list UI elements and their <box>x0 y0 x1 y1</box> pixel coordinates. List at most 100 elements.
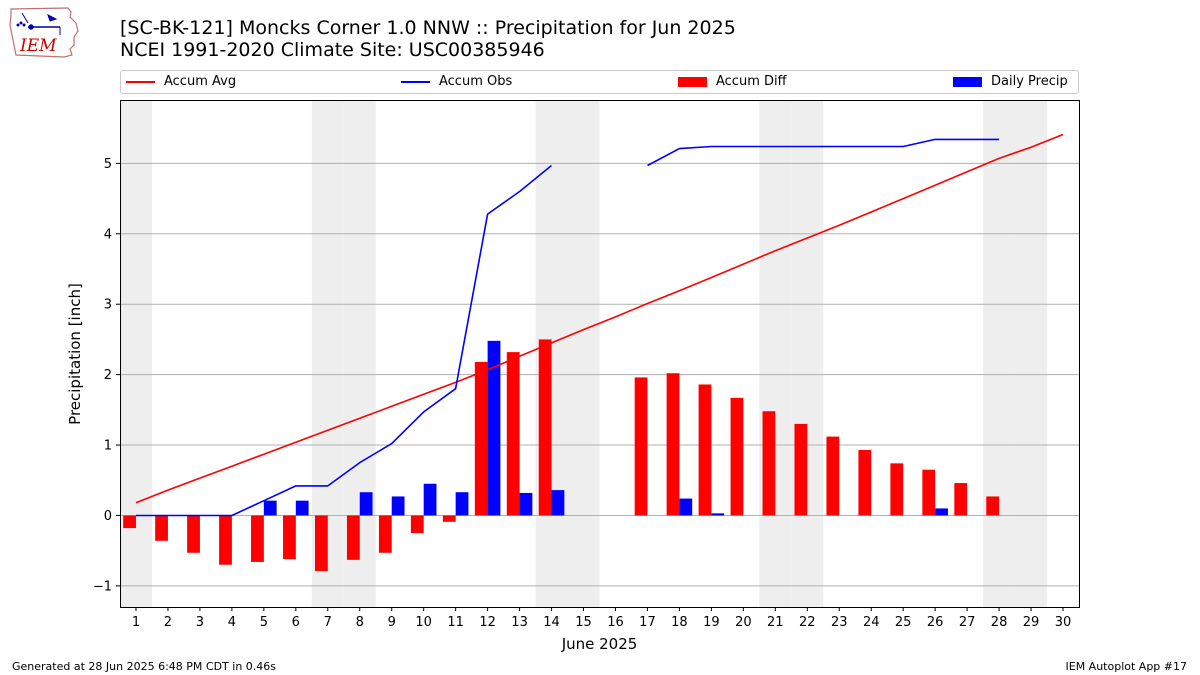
x-tick-label: 30 <box>1055 615 1072 630</box>
x-axis-label: June 2025 <box>561 635 638 653</box>
logo-text: IEM <box>19 36 57 56</box>
x-tick-label: 29 <box>1023 615 1040 630</box>
accum-diff-bar <box>634 377 648 516</box>
legend-label: Accum Obs <box>439 74 513 89</box>
accum-diff-bar <box>698 384 712 516</box>
daily-precip-bar <box>455 492 469 516</box>
accum-diff-bar <box>283 515 296 560</box>
accum-diff-bar <box>826 436 840 516</box>
accum-diff-bar <box>410 515 424 534</box>
x-tick-label: 22 <box>799 615 816 630</box>
accum-diff-bar <box>954 483 968 516</box>
x-tick-label: 20 <box>735 615 752 630</box>
weekend-shade <box>759 100 792 607</box>
daily-precip-bar <box>359 492 373 516</box>
legend-swatch-accum-obs <box>401 80 430 83</box>
x-tick-label: 25 <box>895 615 912 630</box>
weekend-shade <box>1015 100 1048 607</box>
accum-diff-bar <box>922 469 936 516</box>
daily-precip-bar <box>263 500 277 516</box>
legend-item-daily-precip: Daily Precip <box>953 74 1068 89</box>
accum-obs-line <box>136 164 553 517</box>
x-tick-label: 23 <box>831 615 848 630</box>
legend-label: Accum Diff <box>716 74 787 89</box>
accum-diff-bar <box>890 463 904 516</box>
x-tick-label: 2 <box>164 615 172 630</box>
accum-diff-bar <box>219 515 232 565</box>
legend-label: Accum Avg <box>164 74 237 89</box>
accum-diff-bar <box>123 515 136 529</box>
daily-precip-bar <box>487 340 501 516</box>
iowa-map-outline-icon <box>9 7 79 58</box>
y-axis-label: Precipitation [inch] <box>66 283 84 425</box>
x-tick-label: 3 <box>196 615 204 630</box>
x-tick-label: 26 <box>927 615 944 630</box>
y-tick-label: 1 <box>104 439 112 454</box>
x-tick-label: 8 <box>356 615 364 630</box>
iem-logo: IEM <box>9 7 79 58</box>
accum-diff-bar <box>187 515 200 553</box>
legend-item-accum-obs: Accum Obs <box>401 74 512 89</box>
accum-diff-bar <box>730 397 744 516</box>
accum-avg-line <box>135 133 1064 504</box>
weekend-shade <box>791 100 824 607</box>
x-tick-label: 13 <box>511 615 528 630</box>
legend-swatch-daily-precip <box>953 76 982 87</box>
daily-precip-bar <box>551 490 565 516</box>
app-credit: IEM Autoplot App #17 <box>1065 660 1188 673</box>
accum-diff-bar <box>314 515 328 572</box>
daily-precip-bar <box>711 513 725 516</box>
generated-timestamp: Generated at 28 Jun 2025 6:48 PM CDT in … <box>12 660 277 673</box>
x-tick-label: 28 <box>991 615 1008 630</box>
chart-legend: Accum Avg Accum Obs Accum Diff Daily Pre… <box>120 70 1079 94</box>
accum-diff-bar <box>986 496 1000 516</box>
accum-diff-bar <box>474 361 488 516</box>
legend-item-accum-avg: Accum Avg <box>126 74 236 89</box>
accum-diff-bar <box>251 515 264 562</box>
x-tick-label: 16 <box>607 615 624 630</box>
weekend-shade <box>120 100 152 607</box>
x-tick-label: 19 <box>703 615 720 630</box>
daily-precip-bar <box>423 483 437 516</box>
chart-subtitle: NCEI 1991-2020 Climate Site: USC00385946 <box>120 39 545 61</box>
x-tick-label: 11 <box>447 615 464 630</box>
y-tick-label: 3 <box>104 298 112 313</box>
accum-diff-bar <box>155 515 168 541</box>
x-tick-label: 14 <box>543 615 560 630</box>
x-tick-label: 21 <box>767 615 784 630</box>
legend-swatch-accum-avg <box>126 80 155 83</box>
x-tick-label: 17 <box>639 615 656 630</box>
x-tick-label: 10 <box>415 615 432 630</box>
x-tick-label: 27 <box>959 615 976 630</box>
legend-label: Daily Precip <box>991 74 1068 89</box>
y-tick-label: 0 <box>104 509 112 524</box>
x-tick-label: 5 <box>260 615 268 630</box>
x-tick-label: 7 <box>324 615 332 630</box>
weekend-shade <box>983 100 1016 607</box>
accum-diff-bar <box>538 339 552 516</box>
daily-precip-bar <box>391 496 405 516</box>
x-tick-label: 18 <box>671 615 688 630</box>
x-tick-label: 1 <box>132 615 140 630</box>
x-tick-label: 12 <box>479 615 496 630</box>
accum-obs-line <box>647 138 1000 167</box>
weather-station-icon <box>16 12 61 35</box>
daily-precip-bar <box>679 498 693 516</box>
accum-diff-bar <box>794 423 808 516</box>
plot-frame <box>120 100 1080 608</box>
x-tick-label: 9 <box>388 615 396 630</box>
daily-precip-bar <box>519 492 533 516</box>
y-tick-label: 5 <box>104 157 112 172</box>
x-tick-label: 6 <box>292 615 300 630</box>
weekend-shade <box>567 100 600 607</box>
daily-precip-bar <box>935 508 948 516</box>
y-tick-label: 4 <box>104 227 112 242</box>
daily-precip-bar <box>295 500 309 516</box>
legend-item-accum-diff: Accum Diff <box>678 74 787 89</box>
accum-diff-bar <box>378 515 392 553</box>
x-tick-label: 4 <box>228 615 236 630</box>
accum-diff-bar <box>666 373 680 516</box>
accum-diff-bar <box>442 515 456 522</box>
x-tick-label: 24 <box>863 615 880 630</box>
